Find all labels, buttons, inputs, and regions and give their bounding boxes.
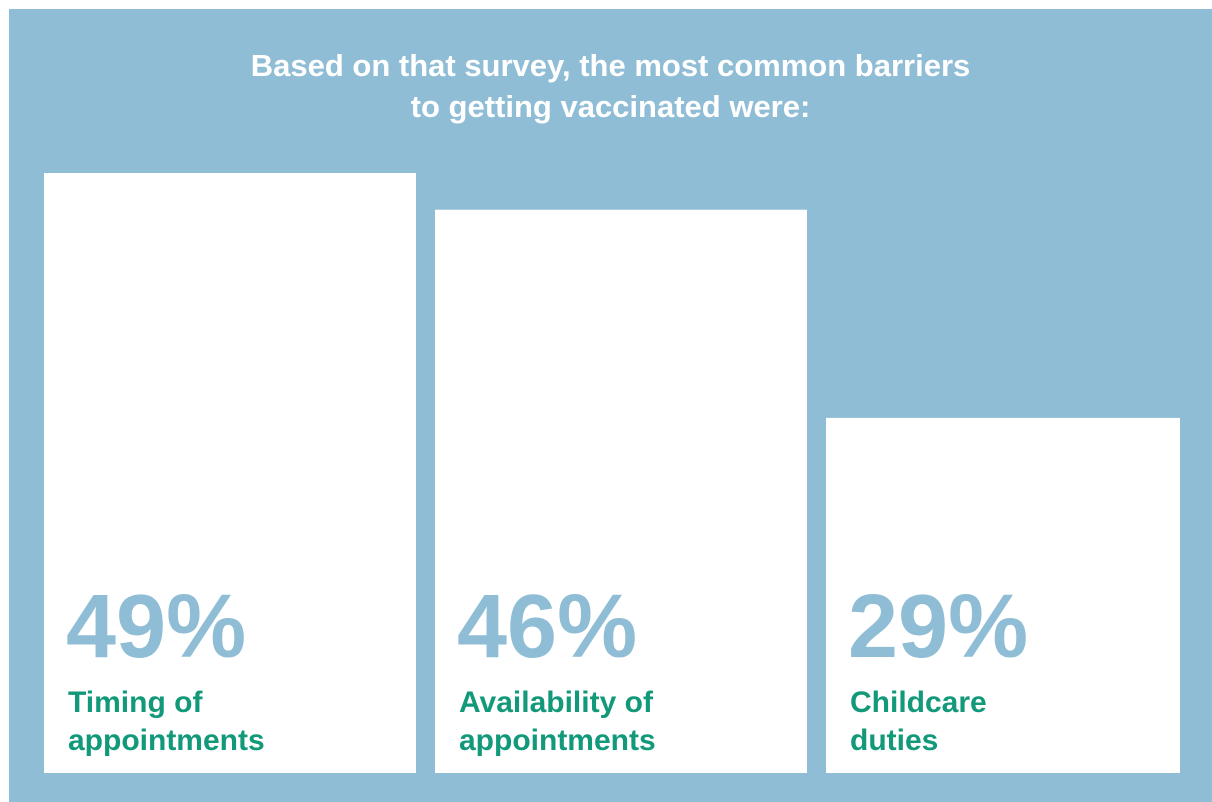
bar-3 <box>826 417 1180 773</box>
bar-group-2: 46% Availability of appointments <box>435 209 807 774</box>
bar-value-label: 49% <box>66 577 246 677</box>
bar-1 <box>44 172 416 773</box>
bar-2 <box>435 209 807 774</box>
bar-value-label: 46% <box>457 577 637 677</box>
bar-group-1: 49% Timing of appointments <box>44 172 416 773</box>
bar-category-label: Childcare <box>850 686 987 719</box>
bar-category-label: duties <box>850 724 938 757</box>
chart-panel: Based on that survey, the most common ba… <box>9 9 1212 802</box>
bar-group-3: 29% Childcare duties <box>826 417 1180 773</box>
bar-chart: 49% Timing of appointments 46% Availability … <box>44 172 1180 774</box>
bar-value-label: 29% <box>848 577 1028 677</box>
bar-category-label: Availability of <box>459 686 654 719</box>
chart-title-line-1: Based on that survey, the most common ba… <box>250 48 971 83</box>
bar-category-label: Timing of <box>68 686 203 719</box>
chart-title-line-2: to getting vaccinated were: <box>410 89 811 124</box>
chart-title: Based on that survey, the most common ba… <box>9 45 1212 127</box>
bar-category-label: appointments <box>68 724 265 757</box>
bar-category-label: appointments <box>459 724 656 757</box>
